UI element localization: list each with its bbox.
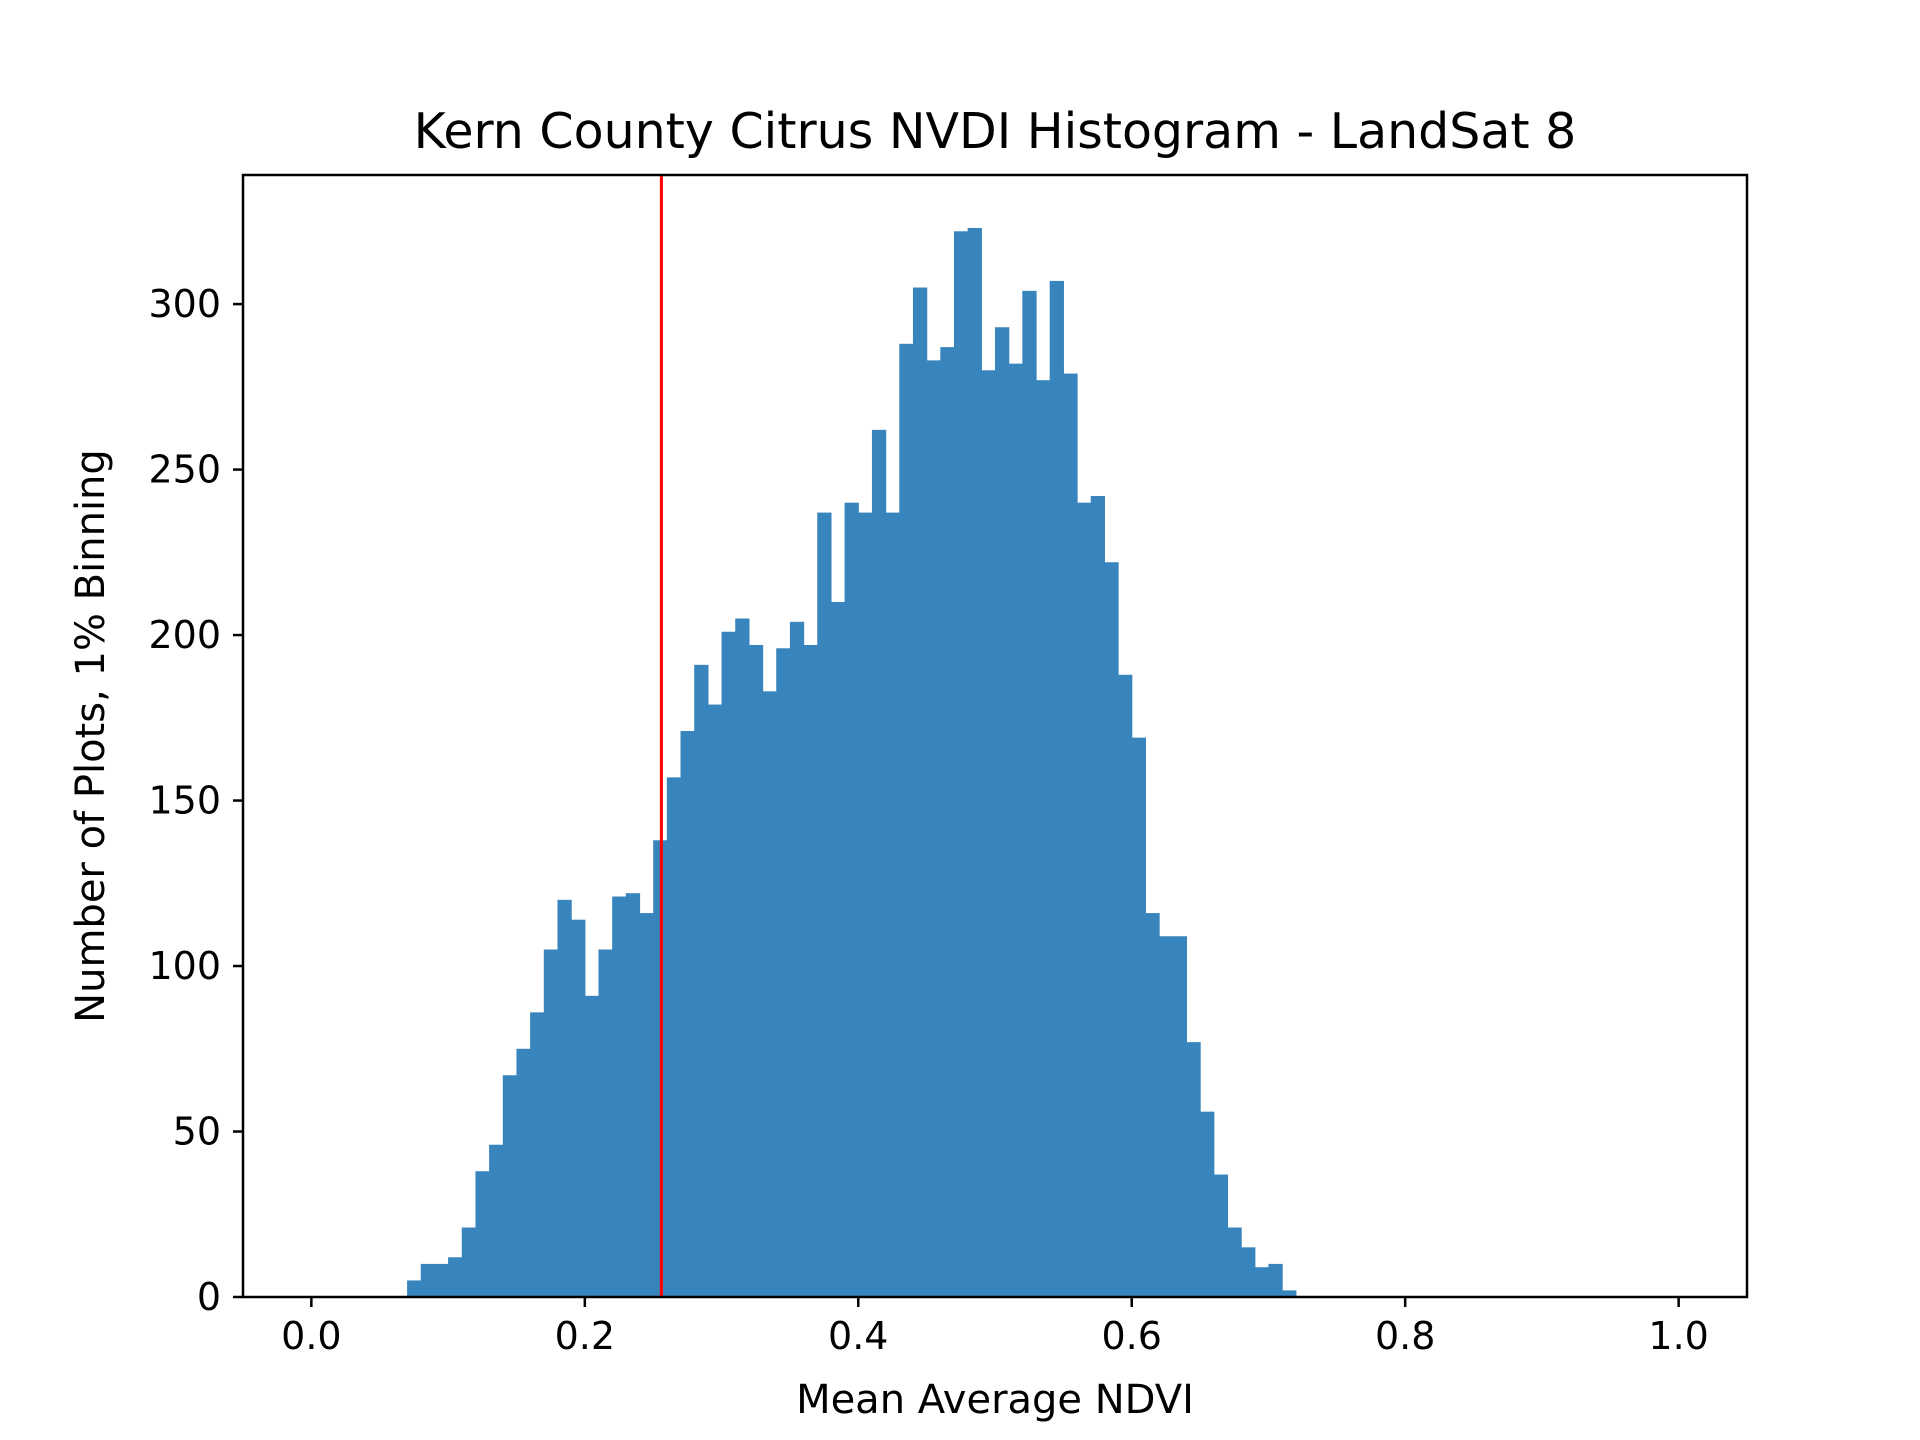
histogram-bar	[776, 648, 791, 1297]
x-axis-ticks: 0.0 0.2 0.4 0.6 0.8 1.0	[281, 1297, 1709, 1358]
histogram-bar	[1227, 1227, 1242, 1297]
histogram-bar	[639, 913, 654, 1297]
x-tick-label: 0.4	[828, 1314, 888, 1358]
x-tick-label: 0.2	[555, 1314, 615, 1358]
histogram-bar	[625, 893, 641, 1297]
histogram-bar	[694, 664, 709, 1297]
histogram-bar	[557, 899, 572, 1297]
histogram-bar	[461, 1227, 477, 1297]
y-tick-label: 100	[148, 944, 221, 988]
histogram-bar	[1200, 1111, 1215, 1297]
chart-title: Kern County Citrus NVDI Histogram - Land…	[414, 103, 1577, 160]
histogram-bar	[1172, 936, 1188, 1297]
histogram-bar	[926, 360, 941, 1298]
histogram-bar	[543, 949, 559, 1297]
histogram-bar	[844, 502, 859, 1297]
histogram-bar	[912, 287, 928, 1297]
histogram-bar	[1008, 363, 1023, 1297]
histogram-bar	[1049, 280, 1064, 1297]
histogram-bar	[1186, 1042, 1201, 1297]
histogram-bar	[789, 621, 805, 1297]
histogram-bar	[707, 704, 723, 1297]
histogram-bar	[885, 512, 900, 1297]
histogram-bar	[721, 631, 736, 1297]
y-tick-label: 0	[197, 1275, 221, 1319]
histogram-bar	[1131, 737, 1146, 1297]
histogram-bar	[420, 1263, 436, 1297]
histogram-bar	[571, 919, 586, 1297]
histogram-bar	[803, 644, 818, 1297]
y-axis-ticks: 0 50 100 150 200 250 300	[148, 282, 243, 1319]
histogram-bar	[1036, 380, 1051, 1297]
histogram-bar	[1282, 1290, 1297, 1297]
histogram-bar	[1159, 936, 1174, 1297]
histogram-bar	[448, 1257, 463, 1297]
histogram-bar	[584, 995, 600, 1297]
histogram-bar	[762, 691, 777, 1297]
y-tick-label: 150	[148, 779, 221, 823]
histogram-bar	[434, 1263, 449, 1297]
histogram-bar	[612, 896, 627, 1297]
histogram-bar	[899, 343, 914, 1297]
x-axis-label: Mean Average NDVI	[796, 1377, 1194, 1423]
histogram-bar	[666, 777, 682, 1297]
histogram-bar	[1063, 373, 1078, 1298]
histogram-bar	[1213, 1174, 1229, 1297]
histogram-bars	[407, 227, 1297, 1298]
histogram-bar	[871, 429, 887, 1298]
y-tick-label: 300	[148, 282, 221, 326]
x-tick-label: 0.6	[1102, 1314, 1162, 1358]
histogram-bar	[858, 512, 873, 1297]
histogram-bar	[995, 327, 1010, 1297]
y-tick-label: 200	[148, 613, 221, 657]
histogram-bar	[817, 512, 832, 1297]
histogram-bar	[1104, 562, 1119, 1297]
y-axis-label: Number of Plots, 1% Binning	[68, 449, 114, 1023]
histogram-bar	[967, 227, 982, 1298]
histogram-bar	[748, 644, 764, 1297]
x-tick-label: 0.8	[1375, 1314, 1435, 1358]
histogram-bar	[1090, 496, 1105, 1297]
histogram-bar	[489, 1144, 504, 1297]
plot-frame	[241, 173, 1749, 1299]
y-tick-label: 50	[173, 1110, 221, 1154]
histogram-bar	[1268, 1263, 1283, 1297]
y-tick-label: 250	[148, 448, 221, 492]
histogram-bar	[1254, 1267, 1270, 1297]
histogram-bar	[407, 1280, 422, 1297]
histogram-bar	[1022, 290, 1037, 1298]
histogram-bar	[735, 618, 750, 1297]
histogram-bar	[940, 347, 955, 1297]
x-tick-label: 0.0	[281, 1314, 341, 1358]
x-tick-label: 1.0	[1648, 1314, 1708, 1358]
histogram-bar	[1077, 502, 1092, 1297]
histogram-bar	[598, 949, 613, 1297]
histogram-bar	[502, 1075, 518, 1297]
histogram-bar	[981, 370, 996, 1297]
histogram-bar	[1241, 1247, 1256, 1297]
histogram-bar	[475, 1171, 490, 1297]
histogram-bar	[516, 1048, 531, 1297]
histogram-bar	[1145, 913, 1160, 1297]
histogram-bar	[530, 1012, 545, 1297]
histogram-bar	[1118, 674, 1133, 1297]
histogram-bar	[953, 231, 969, 1297]
histogram-bar	[680, 731, 695, 1297]
histogram-bar	[830, 601, 846, 1297]
